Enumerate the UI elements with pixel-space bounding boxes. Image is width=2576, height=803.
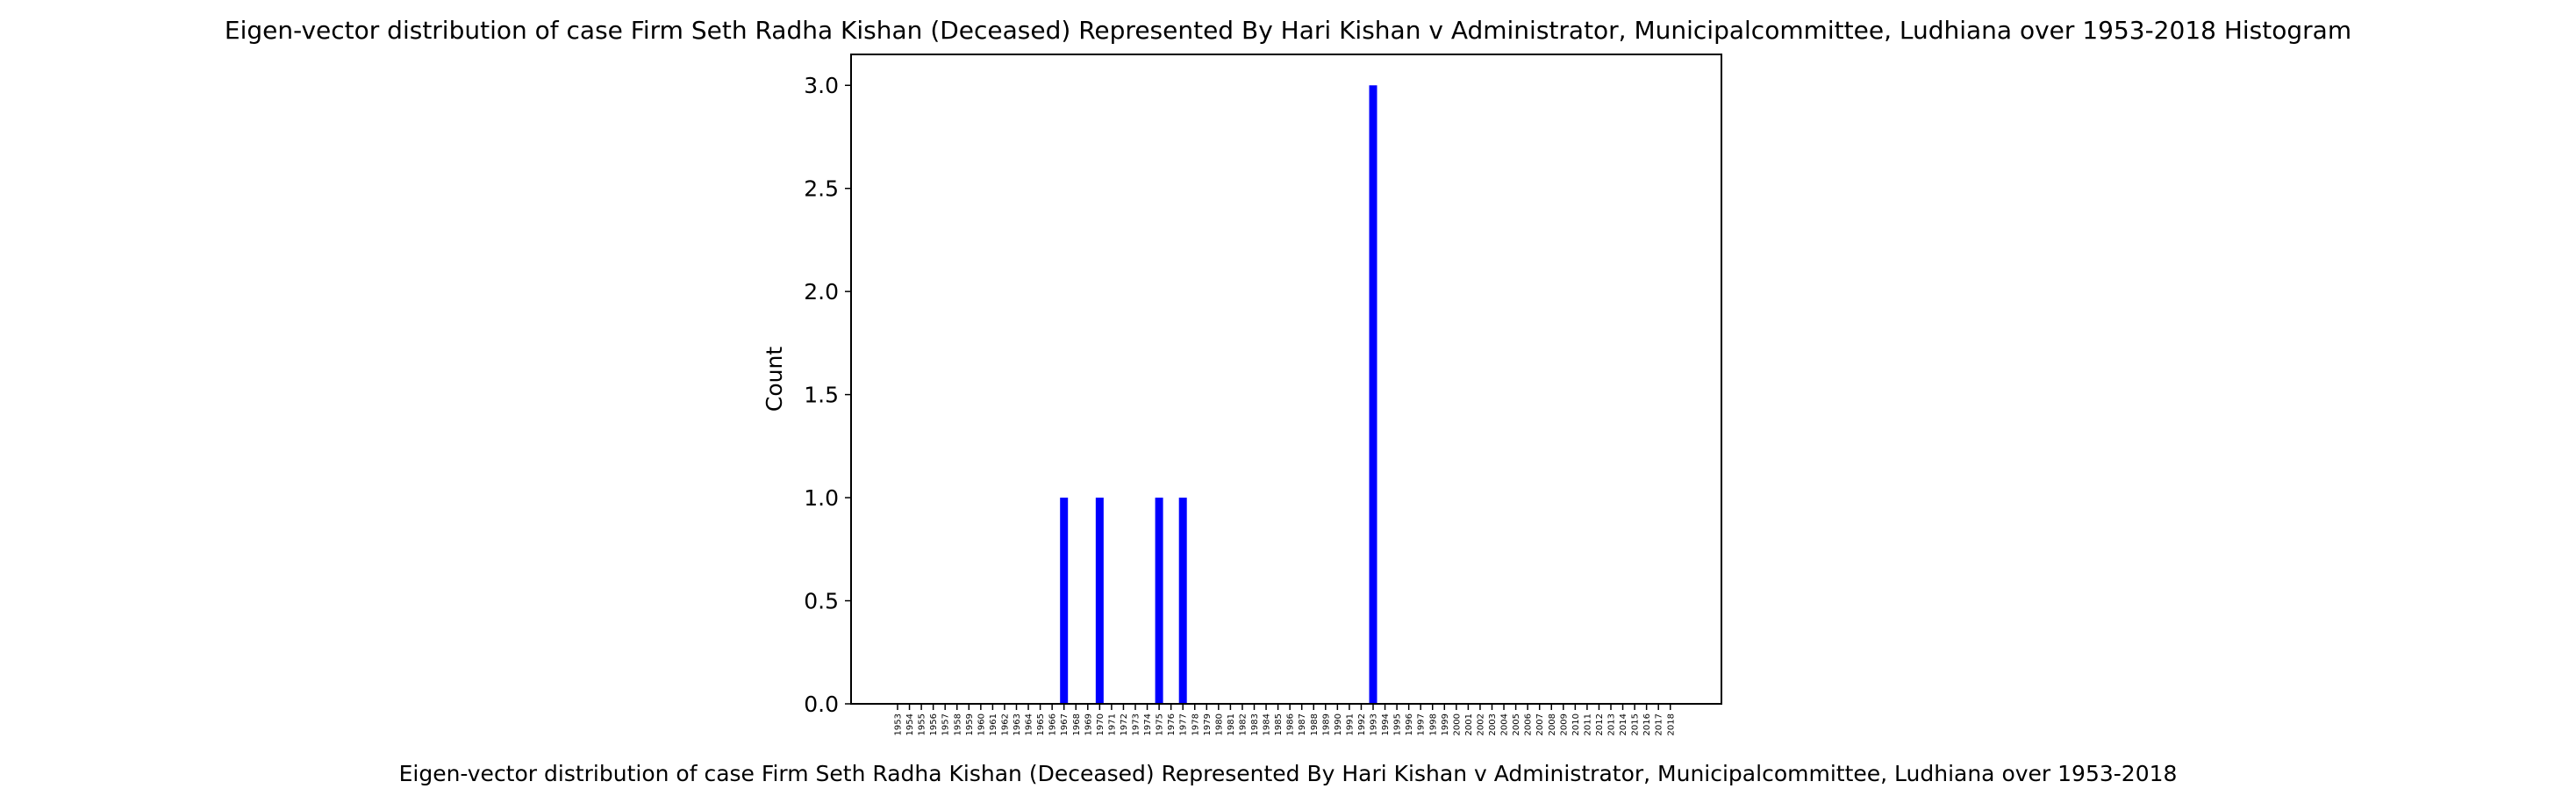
x-tick-label-1953: 1953 (894, 713, 904, 735)
x-tick-label-2013: 2013 (1607, 713, 1617, 735)
x-tick-label-1975: 1975 (1156, 713, 1165, 735)
x-tick-label-1964: 1964 (1025, 713, 1034, 735)
x-tick-label-1970: 1970 (1096, 713, 1106, 735)
x-tick-label-2018: 2018 (1666, 713, 1676, 735)
x-tick-label-1968: 1968 (1072, 713, 1082, 735)
y-tick-label-1.5: 1.5 (804, 383, 839, 408)
x-tick-label-1960: 1960 (977, 713, 986, 735)
x-tick-label-2004: 2004 (1500, 713, 1510, 735)
x-tick-label-1957: 1957 (941, 713, 951, 735)
x-tick-label-1998: 1998 (1428, 713, 1438, 735)
x-axis-label: Eigen-vector distribution of case Firm S… (399, 761, 2178, 786)
x-tick-label-2012: 2012 (1595, 713, 1605, 735)
bar-1993 (1369, 85, 1377, 705)
plot-frame (850, 54, 1722, 705)
x-tick-label-1981: 1981 (1227, 713, 1236, 735)
x-tick-label-1984: 1984 (1263, 713, 1272, 735)
x-tick-label-1955: 1955 (918, 713, 927, 735)
x-tick-label-1971: 1971 (1107, 713, 1117, 735)
x-tick-label-1996: 1996 (1405, 713, 1414, 735)
x-tick-label-2011: 2011 (1583, 713, 1592, 735)
x-tick-label-1999: 1999 (1441, 713, 1450, 735)
x-tick-label-1978: 1978 (1191, 713, 1200, 735)
bars-group (1060, 85, 1377, 705)
y-tick-label-2.5: 2.5 (804, 176, 839, 202)
x-tick-label-1965: 1965 (1036, 713, 1046, 735)
y-tick-label-3.0: 3.0 (804, 73, 839, 98)
x-tick-label-1983: 1983 (1250, 713, 1260, 735)
x-tick-label-1973: 1973 (1132, 713, 1141, 735)
bar-1967 (1060, 498, 1069, 704)
x-tick-label-1988: 1988 (1310, 713, 1320, 735)
x-tick-label-2005: 2005 (1512, 713, 1521, 735)
y-tick-label-0.0: 0.0 (804, 692, 839, 717)
x-tick-label-1986: 1986 (1286, 713, 1296, 735)
bar-1970 (1095, 498, 1104, 704)
x-tick-label-1995: 1995 (1393, 713, 1403, 735)
x-axis-ticks: 1953 1954 1955 1956 1957 1958 1959 1960 1961 1962… (894, 704, 1676, 735)
x-tick-label-2010: 2010 (1571, 713, 1581, 735)
x-tick-label-1967: 1967 (1060, 713, 1070, 735)
x-tick-label-1954: 1954 (905, 713, 915, 735)
x-tick-label-1974: 1974 (1143, 713, 1153, 735)
x-tick-label-1985: 1985 (1274, 713, 1284, 735)
x-tick-label-1959: 1959 (965, 713, 975, 735)
x-tick-label-1972: 1972 (1120, 713, 1129, 735)
x-tick-label-2016: 2016 (1642, 713, 1652, 735)
x-tick-label-1958: 1958 (953, 713, 962, 735)
x-tick-label-2006: 2006 (1524, 713, 1534, 735)
x-tick-label-1990: 1990 (1334, 713, 1343, 735)
x-tick-label-1961: 1961 (989, 713, 998, 735)
y-tick-label-1.0: 1.0 (804, 485, 839, 511)
x-tick-label-1977: 1977 (1179, 713, 1189, 735)
x-tick-label-2017: 2017 (1655, 713, 1664, 735)
x-tick-label-1989: 1989 (1321, 713, 1331, 735)
y-tick-label-2.0: 2.0 (804, 279, 839, 305)
x-tick-label-1982: 1982 (1238, 713, 1248, 735)
x-tick-label-2009: 2009 (1559, 713, 1569, 735)
x-tick-label-2008: 2008 (1548, 713, 1557, 735)
x-tick-label-2000: 2000 (1452, 713, 1462, 735)
x-tick-label-2003: 2003 (1488, 713, 1498, 735)
x-tick-label-1980: 1980 (1214, 713, 1224, 735)
x-tick-label-1979: 1979 (1203, 713, 1213, 735)
x-tick-label-1997: 1997 (1417, 713, 1427, 735)
x-tick-label-2014: 2014 (1619, 713, 1628, 735)
x-tick-label-1992: 1992 (1357, 713, 1367, 735)
x-tick-label-1987: 1987 (1298, 713, 1307, 735)
y-tick-label-0.5: 0.5 (804, 589, 839, 614)
x-tick-label-1962: 1962 (1000, 713, 1010, 735)
bar-1977 (1178, 498, 1187, 704)
x-tick-label-1994: 1994 (1381, 713, 1391, 735)
x-tick-label-1966: 1966 (1048, 713, 1058, 735)
y-axis-label: Count (762, 347, 787, 412)
x-tick-label-2001: 2001 (1464, 713, 1474, 735)
x-tick-label-2007: 2007 (1535, 713, 1545, 735)
x-tick-label-1963: 1963 (1013, 713, 1022, 735)
chart-title: Eigen-vector distribution of case Firm S… (225, 16, 2351, 45)
x-tick-label-2002: 2002 (1476, 713, 1485, 735)
bar-1975 (1155, 498, 1163, 704)
x-tick-label-2015: 2015 (1631, 713, 1641, 735)
x-tick-label-1993: 1993 (1370, 713, 1379, 735)
x-tick-label-1976: 1976 (1167, 713, 1177, 735)
y-axis-ticks: 0.0 0.5 1.0 1.5 2.0 2.5 3.0 (804, 73, 851, 717)
x-tick-label-1969: 1969 (1084, 713, 1093, 735)
x-tick-label-1956: 1956 (929, 713, 939, 735)
x-tick-label-1991: 1991 (1345, 713, 1355, 735)
